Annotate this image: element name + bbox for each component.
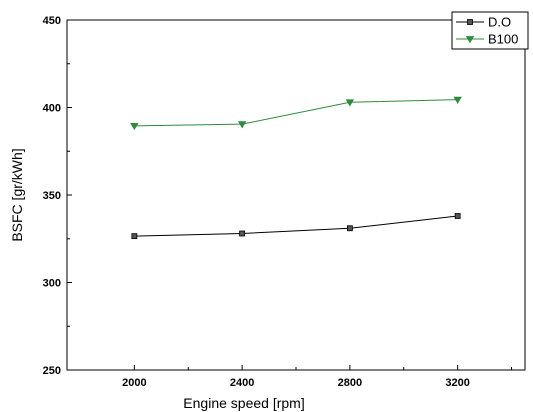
series-layer xyxy=(130,96,462,240)
y-axis-title: BSFC [gr/kWh] xyxy=(9,148,25,241)
series-line xyxy=(134,99,458,127)
series-d-o xyxy=(131,213,461,240)
y-tick-label: 350 xyxy=(43,190,61,202)
y-tick-label: 300 xyxy=(43,278,61,290)
y-axis: 250 300 350 400 450 xyxy=(43,15,72,377)
series-line xyxy=(134,215,458,237)
legend-marker xyxy=(465,36,475,44)
legend: D.O B100 xyxy=(451,11,529,50)
y-tick-label: 450 xyxy=(43,15,61,27)
series-b100 xyxy=(130,96,462,131)
x-tick-label: 2400 xyxy=(230,377,254,389)
data-point xyxy=(454,213,461,219)
legend-box xyxy=(451,11,529,50)
x-tick-label: 2000 xyxy=(122,377,146,389)
legend-label: B100 xyxy=(488,32,518,47)
x-tick-label: 3200 xyxy=(445,377,469,389)
data-point xyxy=(345,99,355,107)
data-point xyxy=(131,233,138,240)
data-point xyxy=(237,121,247,129)
x-axis: 2000 2400 2800 3200 xyxy=(122,365,513,389)
data-point xyxy=(130,122,139,131)
legend-marker xyxy=(467,19,473,25)
legend-label: D.O xyxy=(488,15,511,30)
y-tick-label: 250 xyxy=(43,365,61,377)
y-tick-label: 400 xyxy=(43,103,61,115)
data-point xyxy=(453,96,462,104)
plot-frame xyxy=(66,19,526,371)
plot-area xyxy=(66,19,526,371)
legend-entry: B100 xyxy=(456,32,518,47)
x-tick-label: 2800 xyxy=(338,377,362,389)
legend-entry: D.O xyxy=(456,15,511,30)
data-point xyxy=(346,225,353,232)
x-axis-title: Engine speed [rpm] xyxy=(183,395,304,411)
data-point xyxy=(239,230,246,237)
